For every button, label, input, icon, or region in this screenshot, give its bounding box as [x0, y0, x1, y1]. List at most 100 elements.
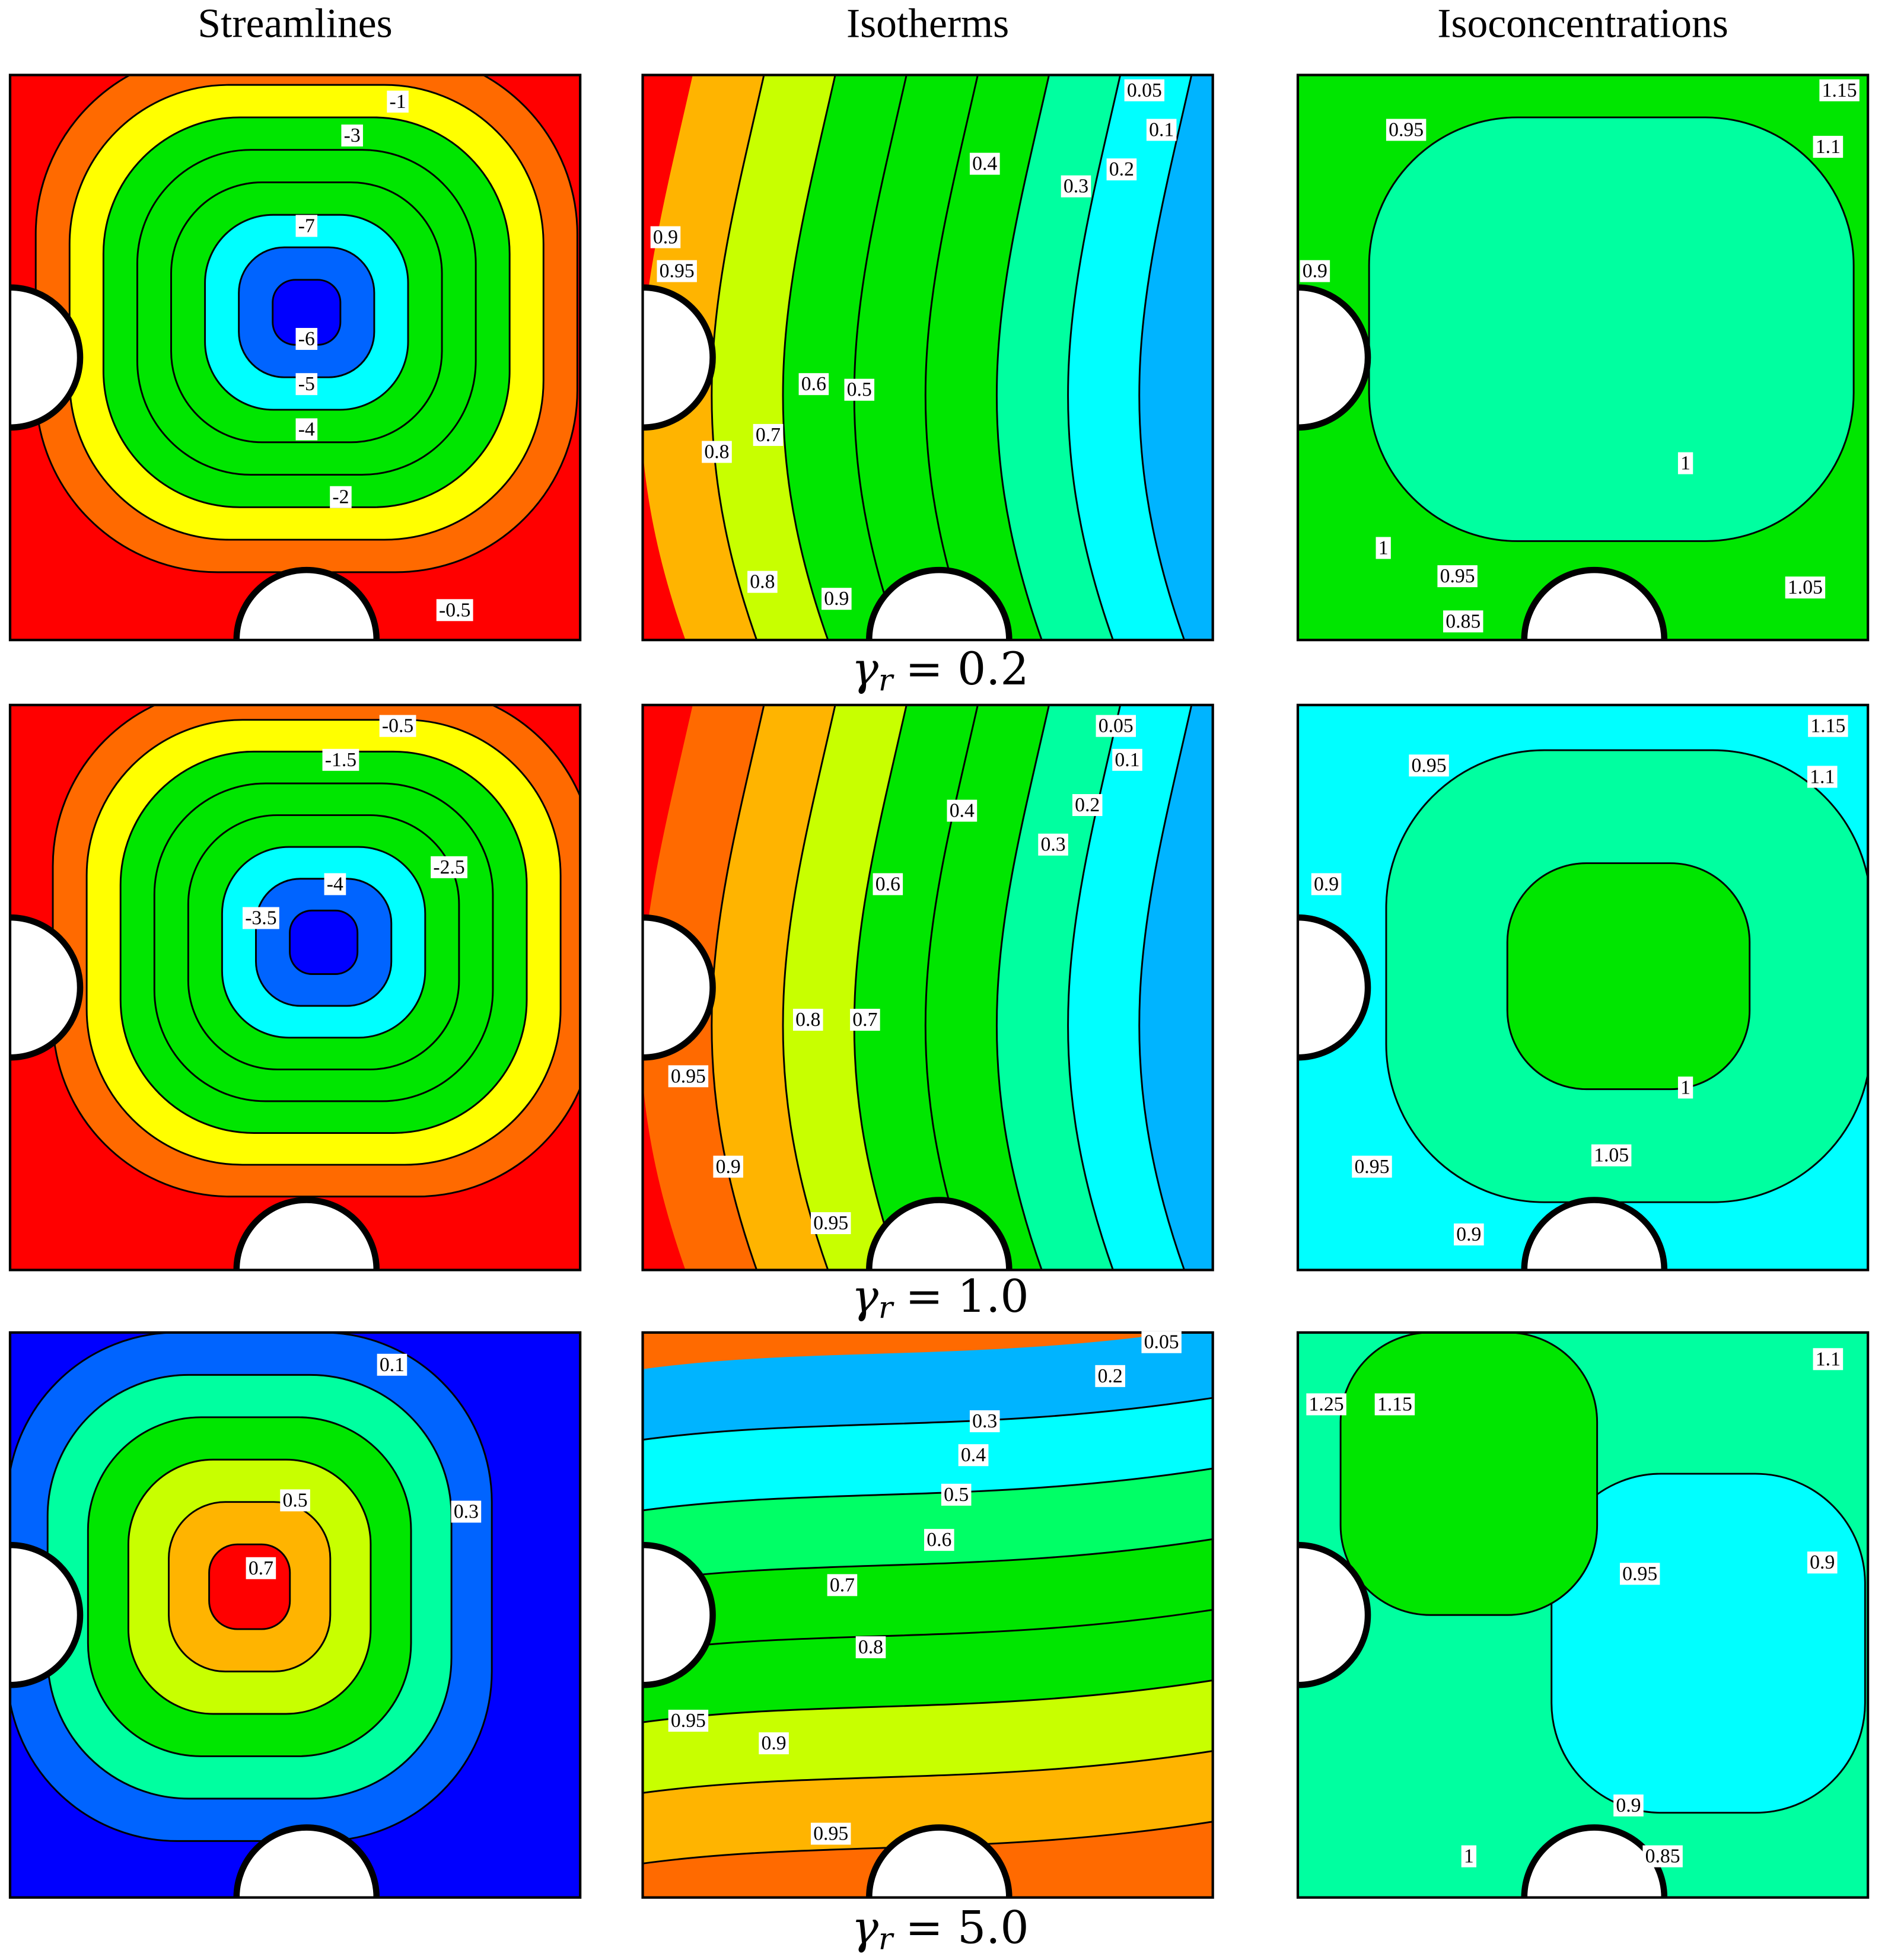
contour-label: 0.6 [801, 373, 826, 395]
contour-label-bg [810, 1212, 851, 1235]
left-hole [9, 1541, 84, 1688]
contour-label-bg [295, 327, 318, 350]
contour-label: 0.95 [813, 1212, 848, 1234]
contour-label: 0.9 [1810, 1551, 1835, 1573]
contour-label-bg [280, 1489, 310, 1512]
contour-label-bg [947, 799, 978, 822]
contour-label-bg [1146, 119, 1177, 141]
contour-label: 0.5 [944, 1484, 969, 1506]
row-label-subscript: r [878, 662, 894, 697]
contour-label: -4 [327, 873, 343, 895]
contour-label-bg [747, 571, 778, 593]
contour-label: 0.4 [961, 1444, 986, 1466]
contour-label: 0.9 [1303, 260, 1327, 282]
contour-label-bg [969, 152, 1000, 175]
contour-label: 0.95 [671, 1710, 706, 1732]
contour-label-bg [295, 215, 318, 237]
contour-label-bg [1807, 1551, 1838, 1574]
bottom-hole [233, 566, 380, 640]
contour-label: -7 [298, 215, 315, 237]
contour-label-bg [753, 423, 784, 446]
contour-label: 0.3 [454, 1500, 479, 1522]
contour-label-bg [924, 1529, 954, 1551]
contour-label: 0.95 [1354, 1156, 1389, 1178]
contour-label-bg [295, 418, 318, 441]
left-hole [1298, 284, 1371, 431]
contour-label-bg [451, 1500, 482, 1523]
contour-label: 1 [1464, 1846, 1474, 1867]
contour-label-bg [855, 1636, 886, 1659]
contour-label-bg [1061, 175, 1091, 197]
contour-label: -0.5 [382, 715, 413, 737]
contour-label: 1.1 [1816, 1348, 1841, 1370]
panel-border [1296, 1331, 1870, 1899]
row-label-symbol: γ [852, 1270, 879, 1322]
contour-label-bg [1454, 1223, 1484, 1246]
left-hole [642, 914, 716, 1061]
bottom-hole [233, 1824, 380, 1898]
contour-label: -0.5 [439, 599, 470, 621]
panel-border [641, 703, 1214, 1271]
contour-label: -5 [298, 373, 315, 395]
contour-label: 0.4 [972, 153, 997, 175]
contour-label: -6 [298, 328, 315, 350]
contour-label-bg [1038, 833, 1068, 856]
contour-label: 1 [1378, 537, 1389, 559]
contour-label-bg [1306, 1393, 1346, 1416]
contour-label-bg [330, 486, 352, 508]
contour-label-bg [1352, 1155, 1392, 1178]
row-label: γr = 1.0 [852, 1270, 1029, 1325]
contour-label: -4 [298, 418, 315, 440]
row-label-subscript: r [878, 1290, 894, 1325]
contour-label: -2.5 [433, 856, 464, 878]
contour-label-bg [657, 260, 697, 282]
contour-band [1368, 116, 1855, 542]
contour-label: 1.1 [1810, 766, 1835, 788]
contour-label-bg [792, 1009, 823, 1031]
panel-border [8, 1331, 582, 1899]
contour-label: 0.05 [1144, 1331, 1179, 1353]
contour-label-bg [322, 748, 359, 771]
contour-label-bg [436, 599, 473, 622]
contour-label: -1 [390, 91, 406, 113]
panel [1298, 75, 1868, 640]
contour-label: 1.15 [1377, 1393, 1412, 1415]
contour-label-bg [1141, 1331, 1182, 1353]
contour-label: 1 [1680, 1076, 1690, 1098]
bottom-hole [1521, 1824, 1668, 1898]
contour-band [1339, 1332, 1599, 1616]
panel [642, 1332, 1213, 1898]
bottom-hole [866, 1197, 1013, 1270]
contour-label: 0.2 [1109, 158, 1134, 180]
contour-label-bg [1591, 1144, 1632, 1167]
contour-label-bg [387, 90, 409, 113]
contour-label-bg [341, 125, 363, 147]
contour-label-bg [1409, 754, 1449, 777]
contour-label: 0.2 [1098, 1365, 1123, 1387]
contour-label: 0.9 [762, 1732, 787, 1754]
panel-border [1296, 703, 1870, 1271]
panel [1298, 1332, 1868, 1898]
contour-label: 0.3 [1040, 834, 1065, 856]
contour-label: 1.1 [1816, 136, 1841, 158]
contour-label-bg [242, 907, 279, 929]
contour-label: 0.8 [858, 1636, 883, 1658]
contour-label: 0.95 [671, 1065, 706, 1087]
panel-border [8, 703, 582, 1271]
row-label-text: = 1.0 [905, 1270, 1029, 1322]
contour-label: 0.7 [249, 1557, 273, 1579]
contour-label: 0.1 [380, 1354, 405, 1376]
contour-label-bg [1437, 565, 1478, 588]
contour-label: 1.05 [1594, 1145, 1629, 1167]
left-hole [642, 284, 716, 431]
contour-label-bg [798, 373, 829, 396]
contour-label: 0.3 [972, 1410, 997, 1432]
contour-label-bg [958, 1444, 989, 1467]
contour-label: 0.95 [660, 260, 695, 282]
panel [9, 705, 581, 1270]
contour-label-bg [941, 1483, 972, 1506]
contour-label-bg [1642, 1845, 1683, 1867]
contour-label-bg [1819, 79, 1860, 101]
contour-label: 0.9 [1314, 873, 1339, 895]
